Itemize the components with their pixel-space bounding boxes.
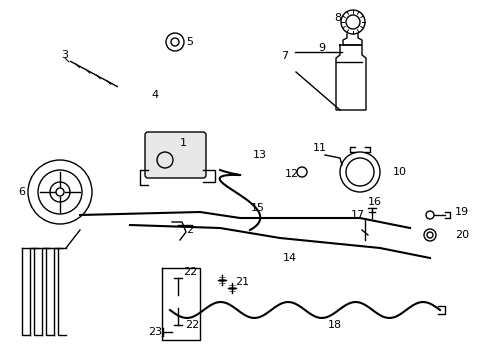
- Text: 14: 14: [283, 253, 296, 263]
- Text: 21: 21: [234, 277, 248, 287]
- Text: 5: 5: [186, 37, 193, 47]
- Text: 9: 9: [318, 43, 325, 53]
- Text: 23: 23: [148, 327, 162, 337]
- Text: 8: 8: [334, 13, 341, 23]
- Text: 13: 13: [252, 150, 266, 160]
- Text: 10: 10: [392, 167, 406, 177]
- Text: 4: 4: [151, 90, 158, 100]
- Text: 19: 19: [454, 207, 468, 217]
- Text: 22: 22: [184, 320, 199, 330]
- Text: 16: 16: [367, 197, 381, 207]
- Text: 3: 3: [61, 50, 68, 60]
- Text: 11: 11: [312, 143, 326, 153]
- Text: 15: 15: [250, 203, 264, 213]
- Text: 22: 22: [183, 267, 197, 277]
- Text: 1: 1: [179, 138, 186, 148]
- Text: 17: 17: [350, 210, 365, 220]
- FancyBboxPatch shape: [145, 132, 205, 178]
- Text: 12: 12: [285, 169, 299, 179]
- Text: 6: 6: [19, 187, 25, 197]
- Text: 20: 20: [454, 230, 468, 240]
- Text: 18: 18: [327, 320, 342, 330]
- Text: 7: 7: [281, 51, 288, 61]
- Text: 2: 2: [186, 225, 193, 235]
